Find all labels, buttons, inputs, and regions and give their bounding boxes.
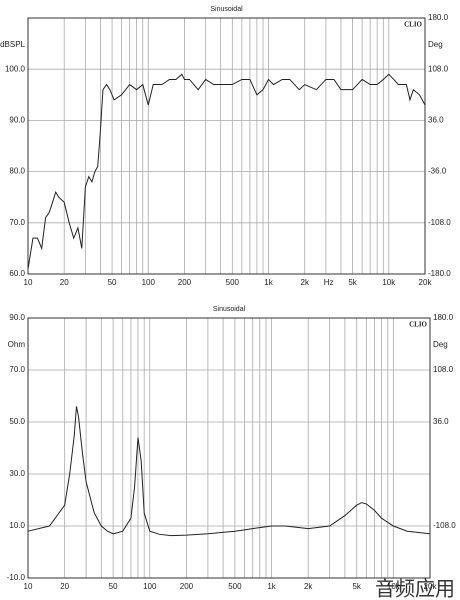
- y2-tick-label: -36.0: [428, 167, 447, 176]
- x-tick-label: 10: [24, 582, 33, 591]
- plot-frame: [27, 317, 431, 579]
- x-tick-label: 50: [109, 582, 118, 591]
- brand-label: CLIO: [404, 21, 422, 29]
- data-line: [27, 73, 426, 269]
- y-tick-label: 60.0: [9, 269, 25, 278]
- x-tick-label: 20: [60, 582, 69, 591]
- y2-axis-label: Deg: [428, 40, 443, 49]
- y-tick-label: 70.0: [9, 365, 25, 374]
- x-tick-label: 500: [226, 278, 240, 287]
- y2-tick-label: -180.0: [428, 269, 451, 278]
- x-tick-label: 20: [60, 278, 69, 287]
- x-tick-label: 2k: [304, 582, 313, 591]
- x-tick-label: 1k: [267, 582, 276, 591]
- x-axis-label: Hz: [324, 278, 334, 287]
- y2-axis-label: Deg: [433, 340, 448, 349]
- y2-tick-label: 180.0: [433, 313, 454, 322]
- x-tick-label: 10k: [382, 278, 396, 287]
- data-line: [27, 406, 431, 537]
- chart-panel: Sinusoidal 10 20 50 100 200 500 1k 2k 5k 10k 20k Hz 6…: [0, 6, 451, 287]
- y-tick-label: 100.0: [5, 64, 26, 73]
- x-tick-label: 20k: [419, 278, 433, 287]
- y-tick-label: -10.0: [7, 573, 26, 582]
- y-tick-label: 70.0: [9, 218, 25, 227]
- x-tick-label: 2k: [301, 278, 310, 287]
- y-tick-label: 10.0: [9, 521, 25, 530]
- x-tick-label: 200: [180, 582, 194, 591]
- brand-label: CLIO: [409, 321, 427, 329]
- y2-tick-label: 108.0: [433, 365, 454, 374]
- x-tick-label: 50: [108, 278, 117, 287]
- x-tick-label: 200: [178, 278, 192, 287]
- x-tick-label: 5k: [348, 278, 357, 287]
- x-tick-label: 500: [228, 582, 242, 591]
- x-tick-label: 5k: [352, 582, 361, 591]
- x-tick-label: 100: [142, 278, 156, 287]
- watermark: 音频应用: [375, 577, 455, 600]
- y2-tick-label: 180.0: [428, 13, 449, 22]
- x-tick-label: 100: [143, 582, 157, 591]
- y-tick-label: 30.0: [9, 469, 25, 478]
- y2-tick-label: 36.0: [428, 116, 444, 125]
- y2-tick-label: -108.0: [433, 521, 456, 530]
- chart-title: Sinusoidal: [210, 6, 243, 13]
- y-tick-label: 90.0: [9, 116, 25, 125]
- y-axis-label: Ohm: [8, 340, 26, 349]
- y-tick-label: 90.0: [9, 313, 25, 322]
- x-tick-label: 10k: [387, 582, 401, 591]
- x-tick-label: 1k: [264, 278, 273, 287]
- y-tick-label: 50.0: [9, 417, 25, 426]
- y2-tick-label: -108.0: [428, 218, 451, 227]
- chart-title: Sinusoidal: [213, 306, 246, 313]
- chart-panel: Sinusoidal 10 20 50 100 200 500 1k 2k 5k 10k 20k -10…: [7, 306, 456, 591]
- y2-tick-label: 108.0: [428, 64, 449, 73]
- plot-frame: [27, 17, 426, 275]
- x-tick-label: 10: [24, 278, 33, 287]
- x-tick-label: 20k: [424, 582, 438, 591]
- y-tick-label: 80.0: [9, 167, 25, 176]
- y2-tick-label: 36.0: [433, 417, 449, 426]
- y-axis-label: dBSPL: [0, 40, 25, 49]
